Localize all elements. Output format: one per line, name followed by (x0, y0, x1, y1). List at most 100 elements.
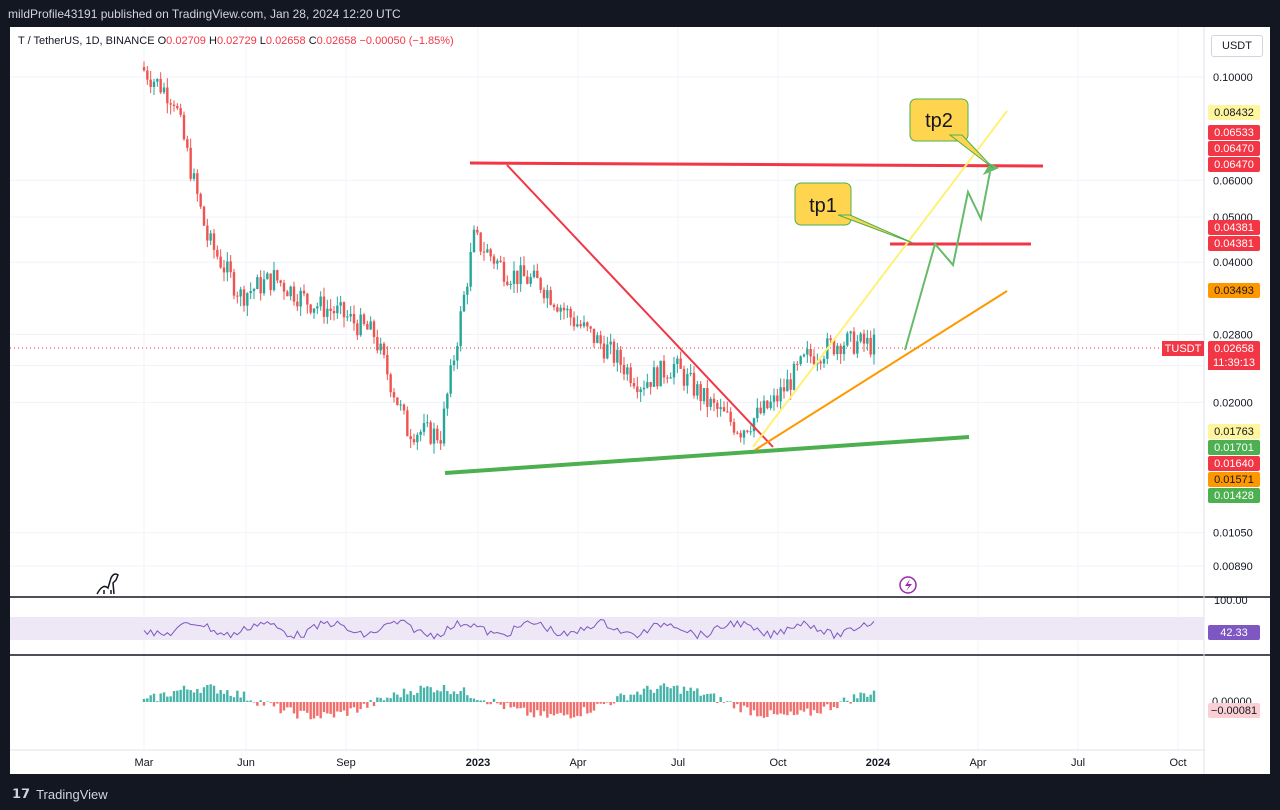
macd-bar (832, 702, 836, 708)
callout-tp2[interactable]: tp2 (909, 98, 994, 169)
macd-bar (366, 702, 369, 708)
macd-bar (286, 702, 289, 708)
macd-bar (829, 702, 832, 711)
macd-bar (516, 702, 519, 709)
candle (529, 273, 532, 287)
candle (812, 349, 816, 366)
macd-bar (186, 689, 189, 702)
macd-bar (209, 684, 212, 702)
legend-close: 0.02658 (316, 35, 357, 47)
candle (462, 290, 466, 313)
macd-bar (746, 702, 749, 708)
macd-bar (782, 702, 786, 715)
macd-bar (669, 688, 672, 702)
candle (846, 331, 849, 347)
candle (366, 320, 369, 330)
candle (709, 396, 712, 411)
symbol-badge: TUSDT (1162, 341, 1204, 356)
symbol-legend[interactable]: T / TetherUS, 1D, BINANCE O0.02709 H0.02… (18, 35, 454, 47)
current-price-badge: 0.02658 (1208, 341, 1260, 356)
candle (176, 103, 179, 110)
chart-area[interactable] (10, 27, 1270, 774)
macd-bar (609, 702, 612, 706)
macd-bar (456, 694, 459, 702)
macd-bar (189, 690, 192, 702)
dino-icon[interactable] (96, 573, 119, 595)
legend-symbol: T / TetherUS, 1D, BINANCE (18, 35, 155, 47)
candle (699, 381, 702, 411)
macd-bar (449, 694, 452, 702)
macd-bar (616, 696, 619, 702)
macd-bar (469, 697, 472, 702)
candle (862, 329, 866, 352)
candle (722, 401, 726, 412)
macd-bar (662, 683, 666, 702)
macd-bar (529, 702, 532, 713)
time-tick-0: Mar (135, 757, 154, 769)
macd-bar (836, 702, 839, 709)
candle (469, 242, 472, 292)
descending-trendline[interactable] (506, 164, 774, 448)
macd-bar (792, 702, 796, 716)
macd-bar (762, 702, 766, 718)
time-tick-4: Apr (569, 757, 586, 769)
candle (416, 432, 419, 450)
macd-bar (636, 691, 639, 702)
macd-bar (322, 702, 326, 713)
candle (382, 341, 386, 359)
macd-bar (502, 702, 506, 710)
candle (209, 230, 212, 246)
currency-button[interactable]: USDT (1211, 35, 1263, 57)
candle (652, 360, 656, 387)
macd-bar (602, 702, 606, 705)
macd-bar (199, 692, 202, 702)
rsi-value-badge: 42.33 (1208, 625, 1260, 640)
candle (199, 192, 202, 209)
candle (196, 169, 199, 202)
macd-bar (212, 685, 216, 702)
lightning-icon[interactable] (899, 576, 917, 594)
macd-bar (539, 702, 542, 716)
candle (626, 363, 629, 381)
candle (869, 330, 872, 358)
macd-bar (386, 697, 389, 702)
time-axis[interactable]: Mar Jun Sep 2023 Apr Jul Oct 2024 Apr Jul Oct (135, 757, 1187, 769)
macd-bar (476, 700, 479, 702)
candle (819, 359, 822, 370)
candle (386, 346, 389, 381)
resistance-line-tp2[interactable] (469, 161, 1044, 168)
candle (696, 380, 699, 400)
macd-bar (709, 693, 712, 702)
channel-lower-line[interactable] (754, 290, 1008, 451)
macd-bar (696, 688, 699, 702)
candle (276, 269, 279, 284)
candle (179, 103, 182, 118)
projection-path[interactable] (904, 171, 991, 351)
macd-bar (739, 702, 742, 713)
macd-bar (569, 702, 572, 719)
candle (336, 296, 339, 319)
macd-bar (716, 702, 719, 703)
candle (836, 342, 839, 361)
channel-upper-line[interactable] (752, 110, 1008, 448)
callout-tp1[interactable]: tp1 (794, 182, 914, 244)
support-line[interactable] (444, 435, 970, 475)
macd-bar (702, 694, 706, 702)
macd-bar (556, 702, 559, 714)
candle (772, 388, 776, 411)
macd-bar (699, 695, 702, 702)
candle (759, 401, 762, 415)
candle (782, 378, 786, 399)
candle (796, 361, 799, 371)
candle (162, 82, 166, 95)
candle (212, 228, 216, 259)
candle (662, 355, 666, 384)
macd-bar (249, 700, 252, 702)
candle (349, 306, 352, 322)
candle (482, 241, 486, 261)
macd-bar (766, 702, 769, 717)
macd-bar (346, 702, 349, 716)
candle (646, 373, 649, 389)
tradingview-logo[interactable]: 𝟭𝟳 TradingView (12, 786, 108, 802)
